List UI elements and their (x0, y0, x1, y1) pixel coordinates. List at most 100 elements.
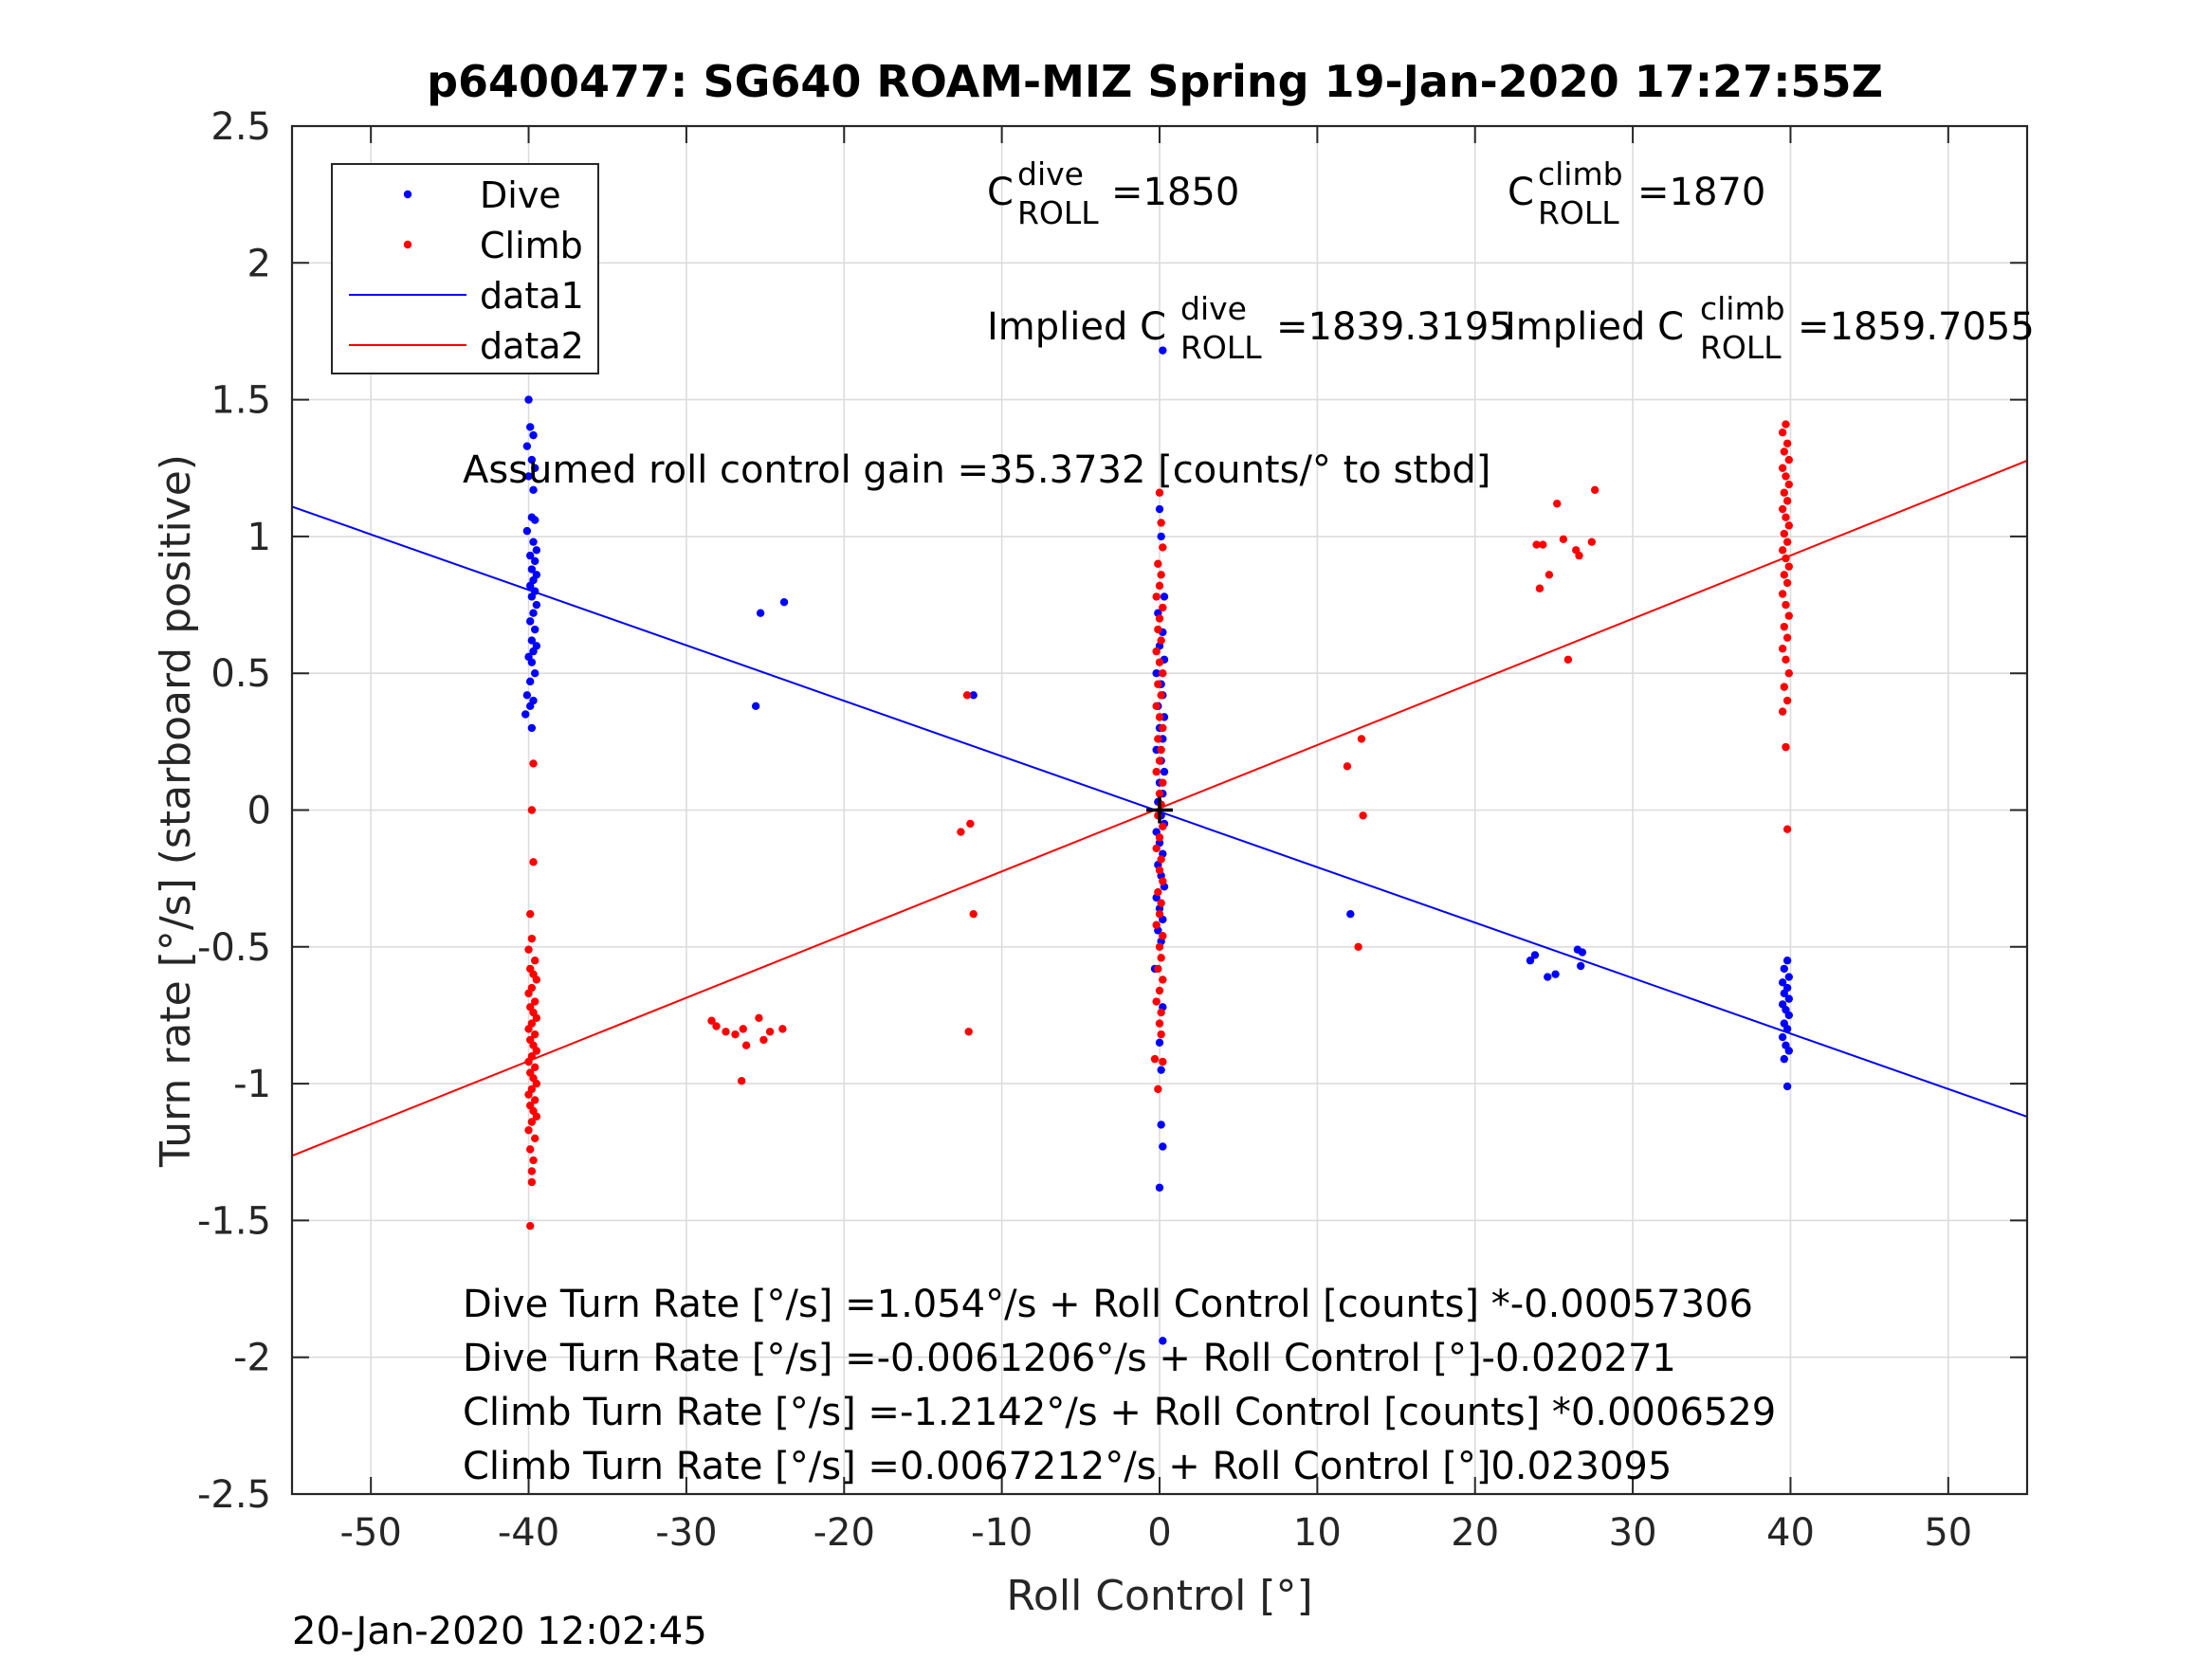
data-point (1155, 866, 1164, 875)
data-point (1780, 1054, 1789, 1064)
data-point (1155, 1183, 1164, 1192)
legend-label: data1 (480, 275, 584, 317)
data-point (531, 625, 539, 634)
data-point (1155, 789, 1164, 798)
c-dive-value: =1850 (1111, 171, 1239, 214)
data-point (527, 565, 537, 574)
y-tick-label: 0.5 (210, 652, 271, 696)
axis-ticks (292, 125, 2027, 1495)
data-point (1159, 1337, 1167, 1345)
data-point (1159, 603, 1167, 612)
implied-climb-annotation: Implied C climb ROLL =1859.7055 (1505, 290, 2035, 366)
data-point (739, 1025, 747, 1033)
data-point (532, 1112, 541, 1121)
data-point (1155, 614, 1164, 623)
data-point (1545, 571, 1554, 579)
equation-climb-counts: Climb Turn Rate [°/s] =-1.2142°/s + Roll… (463, 1391, 1776, 1434)
data-point (1553, 500, 1562, 508)
data-point (1154, 964, 1162, 974)
implied-climb-subscript: ROLL (1700, 329, 1782, 366)
c-dive-annotation: C dive ROLL =1850 (987, 155, 1239, 231)
data-point (1354, 942, 1362, 951)
data-point (1155, 909, 1164, 919)
legend-label: data2 (480, 325, 584, 367)
data-point (1784, 973, 1793, 981)
equation-climb-degrees: Climb Turn Rate [°/s] =0.0067212°/s + Ro… (463, 1445, 1672, 1488)
data-point (524, 472, 533, 481)
data-point (1157, 1121, 1165, 1129)
data-point (1784, 669, 1793, 678)
data-point (756, 609, 765, 617)
legend-label: Dive (480, 174, 561, 216)
y-axis-label: Turn rate [°/s] (starboard positive) (152, 454, 200, 1168)
data-point (1532, 540, 1541, 549)
legend-marker-climb (403, 240, 412, 249)
data-point (526, 1145, 535, 1154)
data-point (1778, 707, 1787, 716)
data-point (531, 464, 539, 472)
data-point (1782, 742, 1790, 752)
data-point (964, 1028, 973, 1036)
x-tick-label: 30 (1609, 1511, 1657, 1555)
data-point (969, 909, 978, 919)
x-tick-label: 40 (1766, 1511, 1815, 1555)
data-point (526, 909, 535, 919)
data-point (1587, 538, 1597, 546)
x-tick-label: 0 (1147, 1511, 1171, 1555)
data-point (1343, 762, 1352, 771)
data-point (1782, 696, 1792, 705)
data-point (1157, 636, 1165, 645)
data-point (1784, 994, 1793, 1003)
data-point (1157, 571, 1165, 579)
data-point (731, 1030, 740, 1039)
data-point (1782, 420, 1790, 428)
data-point (531, 957, 539, 965)
data-point (1155, 986, 1164, 995)
data-point (1154, 887, 1162, 897)
data-point (527, 455, 537, 465)
data-point (526, 423, 535, 431)
data-point (1782, 554, 1790, 563)
data-point (1590, 485, 1600, 495)
data-point (1778, 428, 1787, 437)
data-point (529, 430, 538, 440)
data-point (1159, 822, 1167, 831)
data-point (527, 1118, 537, 1126)
data-point (1157, 954, 1165, 962)
data-point (527, 806, 537, 814)
data-point (1346, 909, 1355, 919)
equation-dive-degrees: Dive Turn Rate [°/s] =-0.0061206°/s + Ro… (463, 1337, 1676, 1380)
data-point (1778, 645, 1787, 653)
data-point (1154, 559, 1162, 568)
data-point (1782, 497, 1792, 505)
data-point (1152, 997, 1161, 1006)
data-point (1159, 778, 1167, 787)
y-tick-label: -0.5 (197, 926, 271, 970)
data-point (1780, 571, 1789, 579)
data-point (526, 1221, 535, 1231)
data-point (1152, 647, 1161, 656)
data-point (737, 1077, 746, 1085)
center-marker (1146, 796, 1173, 824)
data-point (531, 1096, 539, 1104)
x-tick-label: -40 (498, 1511, 559, 1555)
data-point (1152, 702, 1161, 711)
data-point (1357, 735, 1366, 743)
data-point (707, 1016, 716, 1025)
data-point (527, 636, 537, 645)
y-tick-label: -1.5 (197, 1199, 271, 1243)
data-point (532, 975, 541, 984)
data-point (1782, 633, 1792, 642)
implied-climb-superscript: climb (1700, 290, 1785, 327)
data-point (1159, 543, 1167, 552)
c-climb-annotation: C climb ROLL =1870 (1508, 155, 1765, 231)
data-point (531, 516, 539, 524)
data-point (751, 702, 760, 711)
y-tick-label: -2.5 (197, 1473, 271, 1517)
data-point (526, 677, 535, 686)
data-point (1782, 538, 1792, 546)
data-point (532, 546, 541, 555)
data-point (526, 551, 535, 560)
data-point (529, 759, 538, 768)
data-point (1780, 622, 1789, 631)
